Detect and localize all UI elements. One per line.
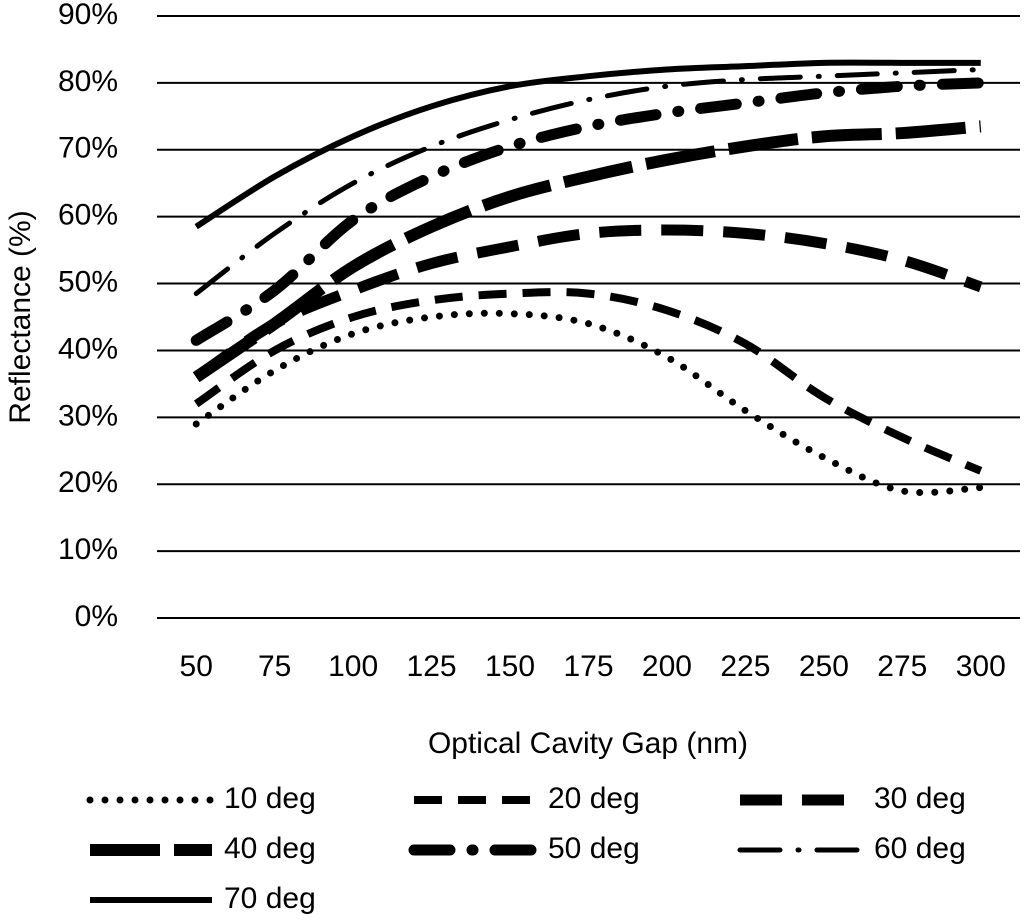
x-tick-label: 250 [799,650,849,683]
legend-label: 40 deg [224,832,316,865]
x-tick-label: 225 [720,650,770,683]
y-tick-label: 70% [58,132,118,165]
x-tick-label: 300 [956,650,1006,683]
x-tick-label: 125 [407,650,457,683]
y-tick-label: 40% [58,332,118,365]
series-line [192,120,982,383]
y-tick-label: 80% [58,65,118,98]
series-line [193,288,983,475]
y-axis-title: Reflectance (%) [4,210,37,423]
legend-label: 20 deg [548,782,640,815]
legend-label: 70 deg [224,882,316,915]
series-line [194,59,981,230]
y-tick-label: 30% [58,399,118,432]
y-tick-label: 90% [58,0,118,31]
x-tick-label: 275 [877,650,927,683]
y-tick-label: 0% [75,600,118,633]
x-tick-label: 75 [258,650,291,683]
x-tick-label: 100 [328,650,378,683]
y-tick-label: 50% [58,265,118,298]
y-tick-label: 20% [58,466,118,499]
series-line [193,67,984,297]
legend-label: 30 deg [874,782,966,815]
series-line [193,224,983,382]
series-line [190,77,987,346]
x-tick-label: 150 [485,650,535,683]
legend-label: 50 deg [548,832,640,865]
legend-label: 10 deg [224,782,316,815]
x-tick-label: 50 [180,650,213,683]
x-tick-label: 175 [563,650,613,683]
y-tick-label: 60% [58,199,118,232]
y-tick-label: 10% [58,533,118,566]
x-axis-title: Optical Cavity Gap (nm) [428,727,748,760]
x-tick-label: 200 [642,650,692,683]
series-line [192,309,985,497]
legend-label: 60 deg [874,832,966,865]
